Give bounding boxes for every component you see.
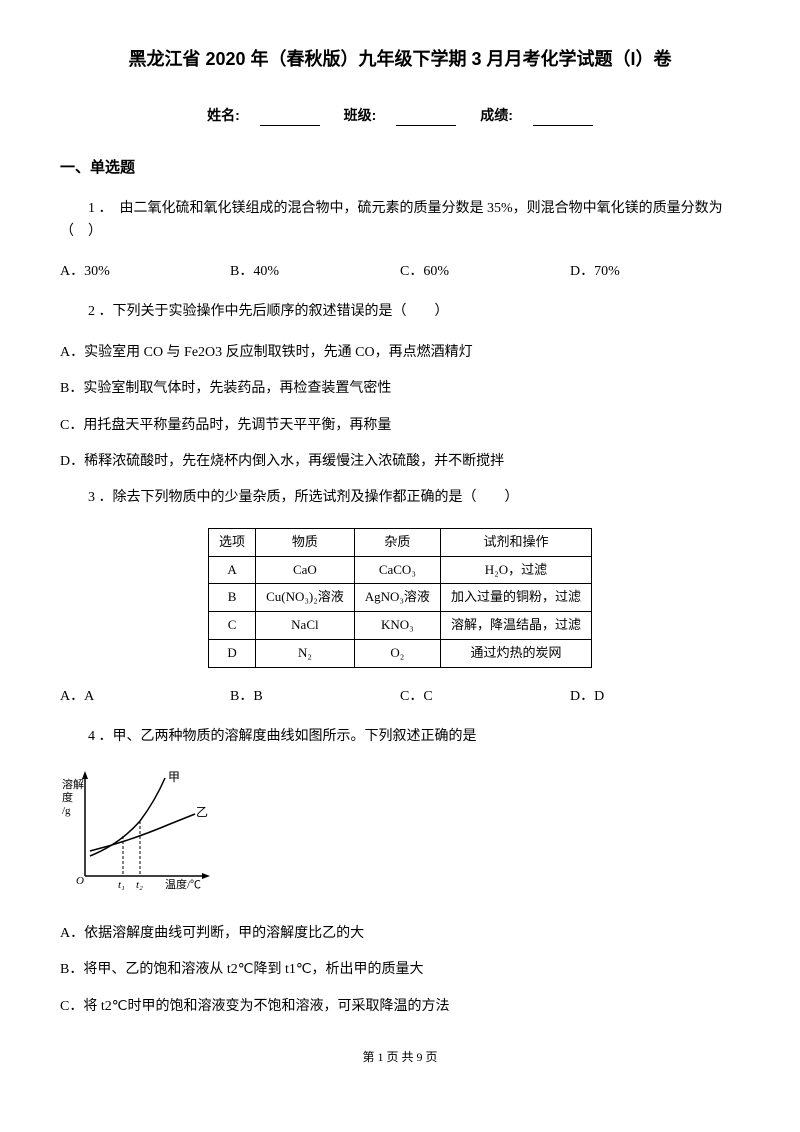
- q1-text: 1 ． 由二氧化硫和氧化镁组成的混合物中，硫元素的质量分数是 35%，则混合物中…: [60, 198, 740, 243]
- x-axis-label: 温度/℃: [165, 877, 201, 891]
- q1-opt-d: D．70%: [570, 261, 740, 283]
- info-line: 姓名: 班级: 成绩:: [60, 104, 740, 126]
- y-axis-label: 溶解 度 /g: [62, 777, 87, 817]
- name-label: 姓名:: [207, 107, 240, 123]
- table-header-row: 选项 物质 杂质 试剂和操作: [209, 528, 592, 556]
- th-0: 选项: [209, 528, 256, 556]
- th-1: 物质: [256, 528, 355, 556]
- q3-opt-a: A．A: [60, 686, 230, 708]
- tick-t2: t₂: [136, 879, 143, 891]
- q1-options: A．30% B．40% C．60% D．70%: [60, 261, 740, 283]
- name-blank: [260, 108, 320, 126]
- q1-opt-a: A．30%: [60, 261, 230, 283]
- class-blank: [396, 108, 456, 126]
- q2-text: 2 ．下列关于实验操作中先后顺序的叙述错误的是（ ）: [60, 301, 740, 323]
- class-label: 班级:: [344, 107, 377, 123]
- page-title: 黑龙江省 2020 年（春秋版）九年级下学期 3 月月考化学试题（I）卷: [60, 45, 740, 74]
- solubility-chart-icon: 甲 乙 t₁ t₂ O 溶解 度 /g 温度/℃: [60, 766, 215, 896]
- q4-opt-a: A．依据溶解度曲线可判断，甲的溶解度比乙的大: [60, 923, 740, 945]
- q4-opt-b: B．将甲、乙的饱和溶液从 t2℃降到 t1℃，析出甲的质量大: [60, 959, 740, 981]
- th-2: 杂质: [354, 528, 440, 556]
- curve-label-b: 乙: [196, 805, 208, 819]
- q3-text: 3 ．除去下列物质中的少量杂质，所选试剂及操作都正确的是（ ）: [60, 487, 740, 509]
- table-row: C NaCl KNO₃ 溶解，降温结晶，过滤: [209, 612, 592, 640]
- q3-opt-c: C．C: [400, 686, 570, 708]
- q1-opt-c: C．60%: [400, 261, 570, 283]
- section-title: 一、单选题: [60, 156, 740, 180]
- page-footer: 第 1 页 共 9 页: [60, 1048, 740, 1067]
- q3-options: A．A B．B C．C D．D: [60, 686, 740, 708]
- curve-label-a: 甲: [168, 770, 180, 784]
- q2-opt-a: A．实验室用 CO 与 Fe2O3 反应制取铁时，先通 CO，再点燃酒精灯: [60, 342, 740, 364]
- q3-table: 选项 物质 杂质 试剂和操作 A CaO CaCO₃ H₂O，过滤 B Cu(N…: [208, 528, 592, 668]
- q4-opt-c: C．将 t2℃时甲的饱和溶液变为不饱和溶液，可采取降温的方法: [60, 996, 740, 1018]
- score-label: 成绩:: [480, 107, 513, 123]
- q3-opt-b: B．B: [230, 686, 400, 708]
- q4-text: 4 ．甲、乙两种物质的溶解度曲线如图所示。下列叙述正确的是: [60, 726, 740, 748]
- table-row: D N₂ O₂ 通过灼热的炭网: [209, 639, 592, 667]
- q3-opt-d: D．D: [570, 686, 740, 708]
- q1-opt-b: B．40%: [230, 261, 400, 283]
- table-row: B Cu(NO₃)₂溶液 AgNO₃溶液 加入过量的铜粉，过滤: [209, 584, 592, 612]
- table-row: A CaO CaCO₃ H₂O，过滤: [209, 556, 592, 584]
- tick-t1: t₁: [118, 879, 125, 891]
- q2-opt-d: D．稀释浓硫酸时，先在烧杯内倒入水，再缓慢注入浓硫酸，并不断搅拌: [60, 451, 740, 473]
- origin-label: O: [76, 875, 84, 887]
- score-blank: [533, 108, 593, 126]
- q2-opt-c: C．用托盘天平称量药品时，先调节天平平衡，再称量: [60, 415, 740, 437]
- th-3: 试剂和操作: [440, 528, 591, 556]
- q4-chart: 甲 乙 t₁ t₂ O 溶解 度 /g 温度/℃: [60, 766, 740, 904]
- q2-opt-b: B．实验室制取气体时，先装药品，再检查装置气密性: [60, 378, 740, 400]
